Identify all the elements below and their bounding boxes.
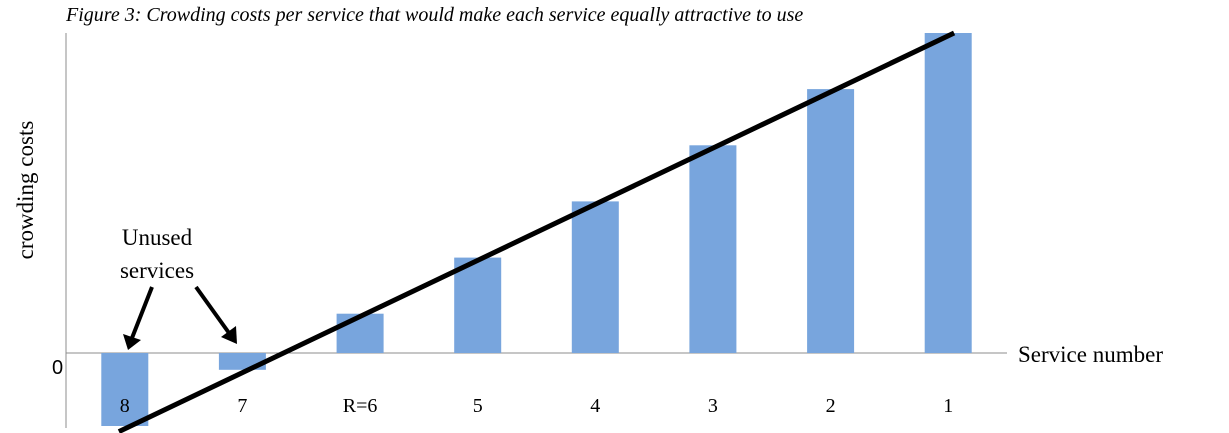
trend-line xyxy=(117,30,956,433)
annotation-arrow-to-7 xyxy=(194,285,237,344)
tick-label-group: 8 7 R=6 5 4 3 2 1 xyxy=(120,395,953,417)
y-zero-label: 0 xyxy=(52,357,63,379)
bar-3 xyxy=(689,145,737,353)
x-tick-label: 3 xyxy=(708,395,718,417)
annotation-label-line1: Unused xyxy=(122,225,193,250)
x-tick-label: 1 xyxy=(943,395,953,417)
chart-title: Figure 3: Crowding costs per service tha… xyxy=(65,4,803,26)
x-tick-label: 7 xyxy=(237,395,247,417)
bar-1 xyxy=(924,33,972,353)
bar-5 xyxy=(454,257,502,353)
bar-2 xyxy=(807,89,855,353)
bar-4 xyxy=(571,201,619,353)
bar-r-6 xyxy=(336,313,384,353)
x-tick-label: 2 xyxy=(826,395,836,417)
annotation-label-line2: services xyxy=(120,258,194,283)
y-axis-label: crowding costs xyxy=(13,121,38,260)
x-tick-label: 8 xyxy=(120,395,130,417)
x-tick-label: R=6 xyxy=(343,395,378,417)
x-tick-label: 5 xyxy=(473,395,483,417)
bar-8 xyxy=(101,353,149,426)
x-tick-label: 4 xyxy=(590,395,600,417)
annotation-arrow-to-8 xyxy=(123,286,154,350)
x-axis-label: Service number xyxy=(1018,342,1163,367)
bar-group xyxy=(101,33,972,426)
